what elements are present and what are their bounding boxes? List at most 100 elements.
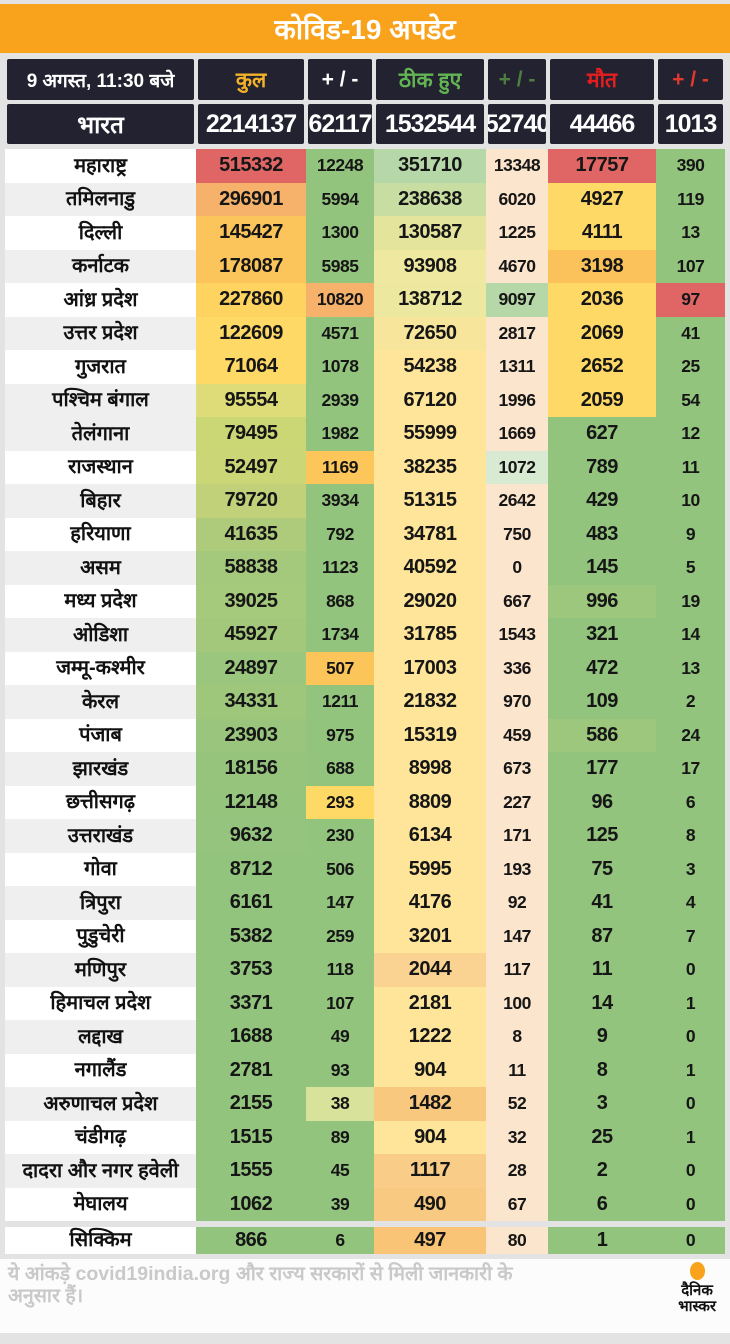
state-name: त्रिपुरा — [5, 886, 196, 920]
value-cell: 0 — [656, 1187, 725, 1221]
table-row: तमिलनाडु 296901 5994 238638 6020 4927 119 — [5, 182, 725, 216]
state-name: दादरा और नगर हवेली — [5, 1154, 196, 1188]
value-cell: 0 — [486, 551, 548, 585]
value-cell: 1222 — [374, 1020, 486, 1054]
value-cell: 17757 — [548, 149, 656, 183]
value-cell: 5995 — [374, 852, 486, 886]
value-cell: 12 — [656, 417, 725, 451]
column-header-deaths: मौत — [550, 59, 654, 100]
state-name: अरुणाचल प्रदेश — [5, 1087, 196, 1121]
value-cell: 9 — [548, 1020, 656, 1054]
value-cell: 19 — [656, 584, 725, 618]
value-cell: 87 — [548, 919, 656, 953]
column-header-recovered-change: + / - — [488, 59, 546, 100]
value-cell: 117 — [486, 953, 548, 987]
value-cell: 750 — [486, 517, 548, 551]
value-cell: 25 — [656, 350, 725, 384]
value-cell: 1 — [656, 1120, 725, 1154]
value-cell: 227860 — [196, 283, 306, 317]
value-cell: 4176 — [374, 886, 486, 920]
table-row: तेलंगाना 79495 1982 55999 1669 627 12 — [5, 417, 725, 451]
india-total-change: 62117 — [308, 104, 372, 144]
value-cell: 8809 — [374, 785, 486, 819]
value-cell: 1123 — [306, 551, 374, 585]
value-cell: 9097 — [486, 283, 548, 317]
value-cell: 52497 — [196, 450, 306, 484]
value-cell: 2044 — [374, 953, 486, 987]
value-cell: 5382 — [196, 919, 306, 953]
value-cell: 107 — [306, 986, 374, 1020]
value-cell: 1482 — [374, 1087, 486, 1121]
value-cell: 39025 — [196, 584, 306, 618]
state-name: महाराष्ट्र — [5, 149, 196, 183]
state-name: गुजरात — [5, 350, 196, 384]
value-cell: 6161 — [196, 886, 306, 920]
value-cell: 293 — [306, 785, 374, 819]
value-cell: 147 — [306, 886, 374, 920]
value-cell: 515332 — [196, 149, 306, 183]
value-cell: 1688 — [196, 1020, 306, 1054]
state-name: मणिपुर — [5, 953, 196, 987]
value-cell: 49 — [306, 1020, 374, 1054]
value-cell: 506 — [306, 852, 374, 886]
value-cell: 8 — [548, 1053, 656, 1087]
value-cell: 67120 — [374, 383, 486, 417]
logo-sun-icon — [689, 1262, 705, 1280]
value-cell: 32 — [486, 1120, 548, 1154]
value-cell: 24897 — [196, 651, 306, 685]
india-recovered-change: 52740 — [488, 104, 546, 144]
state-name: पुडुचेरी — [5, 919, 196, 953]
india-deaths: 44466 — [550, 104, 654, 144]
value-cell: 0 — [656, 1154, 725, 1188]
table-row: उत्तर प्रदेश 122609 4571 72650 2817 2069 41 — [5, 316, 725, 350]
table-row: असम 58838 1123 40592 0 145 5 — [5, 551, 725, 585]
value-cell: 11 — [548, 953, 656, 987]
value-cell: 145427 — [196, 216, 306, 250]
value-cell: 40592 — [374, 551, 486, 585]
india-recovered: 1532544 — [376, 104, 484, 144]
value-cell: 336 — [486, 651, 548, 685]
value-cell: 15319 — [374, 718, 486, 752]
state-name: झारखंड — [5, 752, 196, 786]
table-row: कर्नाटक 178087 5985 93908 4670 3198 107 — [5, 249, 725, 283]
value-cell: 673 — [486, 752, 548, 786]
table-row: मणिपुर 3753 118 2044 117 11 0 — [5, 953, 725, 987]
value-cell: 79495 — [196, 417, 306, 451]
table-row: मेघालय 1062 39 490 67 6 0 — [5, 1187, 725, 1221]
table-row: केरल 34331 1211 21832 970 109 2 — [5, 685, 725, 719]
state-name: केरल — [5, 685, 196, 719]
value-cell: 227 — [486, 785, 548, 819]
state-name: मध्य प्रदेश — [5, 584, 196, 618]
state-name: जम्मू-कश्मीर — [5, 651, 196, 685]
value-cell: 0 — [656, 1020, 725, 1054]
value-cell: 28 — [486, 1154, 548, 1188]
state-name: तेलंगाना — [5, 417, 196, 451]
value-cell: 67 — [486, 1187, 548, 1221]
value-cell: 95554 — [196, 383, 306, 417]
value-cell: 97 — [656, 283, 725, 317]
value-cell: 6020 — [486, 182, 548, 216]
value-cell: 52 — [486, 1087, 548, 1121]
state-name: हरियाणा — [5, 517, 196, 551]
value-cell: 1211 — [306, 685, 374, 719]
value-cell: 1555 — [196, 1154, 306, 1188]
value-cell: 6 — [306, 1227, 374, 1254]
value-cell: 2652 — [548, 350, 656, 384]
value-cell: 3753 — [196, 953, 306, 987]
value-cell: 2817 — [486, 316, 548, 350]
table-row: अरुणाचल प्रदेश 2155 38 1482 52 3 0 — [5, 1087, 725, 1121]
value-cell: 3371 — [196, 986, 306, 1020]
value-cell: 789 — [548, 450, 656, 484]
value-cell: 5994 — [306, 182, 374, 216]
covid-table: 9 अगस्त, 11:30 बजे कुल + / - ठीक हुए + /… — [0, 59, 730, 1254]
value-cell: 2036 — [548, 283, 656, 317]
value-cell: 868 — [306, 584, 374, 618]
value-cell: 17 — [656, 752, 725, 786]
value-cell: 2642 — [486, 484, 548, 518]
table-row: सिक्किम 866 6 497 80 1 0 — [5, 1227, 725, 1254]
value-cell: 4 — [656, 886, 725, 920]
value-cell: 54 — [656, 383, 725, 417]
table-row: छत्तीसगढ़ 12148 293 8809 227 96 6 — [5, 785, 725, 819]
value-cell: 14 — [548, 986, 656, 1020]
table-row: चंडीगढ़ 1515 89 904 32 25 1 — [5, 1120, 725, 1154]
